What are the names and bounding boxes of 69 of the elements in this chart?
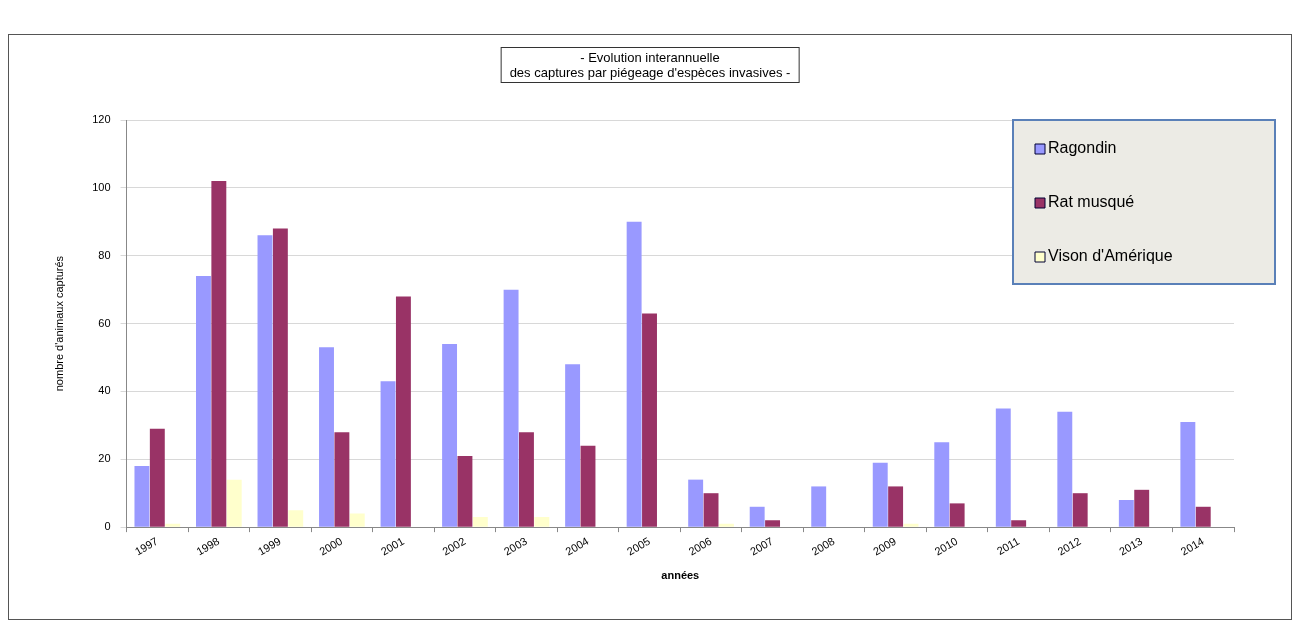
- bar: [688, 479, 704, 527]
- x-tick-label: 2009: [870, 534, 899, 558]
- bar: [196, 276, 211, 527]
- bar: [257, 235, 273, 527]
- x-tick-label: 1997: [132, 534, 160, 558]
- y-tick-label: 20: [98, 452, 111, 465]
- bar: [319, 347, 334, 527]
- x-tick-label: 2010: [932, 534, 960, 558]
- bar: [872, 462, 888, 527]
- x-tick-label: 2008: [809, 534, 837, 558]
- bar: [934, 442, 950, 527]
- x-tick-label: 2000: [317, 534, 345, 558]
- x-tick-label: 1998: [194, 534, 222, 558]
- bar: [334, 432, 350, 527]
- x-tick-label: 2001: [378, 534, 406, 558]
- bar: [1072, 493, 1088, 527]
- bar: [442, 343, 458, 527]
- bar: [472, 516, 488, 527]
- bar: [765, 520, 781, 527]
- bar: [349, 513, 365, 527]
- bar: [134, 466, 150, 527]
- bar: [995, 408, 1011, 527]
- bar: [165, 523, 181, 527]
- x-tick-label: 1999: [255, 534, 283, 558]
- x-tick-label: 2002: [440, 534, 468, 558]
- chart-title: - Evolution interannuelle des captures par piégeage d'espèces invasives -: [500, 47, 800, 83]
- bar: [949, 503, 965, 527]
- x-tick-label: 2003: [501, 534, 529, 558]
- x-axis-title: années: [661, 569, 700, 582]
- x-tick-label: 2013: [1117, 534, 1145, 558]
- bar: [811, 486, 827, 527]
- bar: [749, 506, 765, 527]
- y-tick-label: 80: [98, 248, 111, 261]
- bar: [534, 516, 550, 527]
- bar: [457, 455, 473, 527]
- y-tick-label: 60: [98, 316, 111, 329]
- bar: [149, 428, 165, 527]
- bar: [519, 432, 534, 527]
- bar: [1134, 489, 1150, 527]
- y-tick-label: 120: [92, 113, 111, 126]
- bar: [1180, 421, 1196, 527]
- bar: [718, 523, 734, 527]
- bar: [503, 289, 519, 527]
- bar: [1195, 506, 1211, 527]
- bar: [1057, 411, 1073, 527]
- bar: [580, 445, 596, 527]
- legend-label: Vison d'Amérique: [1048, 247, 1173, 265]
- y-tick-label: 0: [104, 520, 111, 533]
- bar: [642, 313, 657, 527]
- legend-label: Rat musqué: [1048, 193, 1135, 211]
- bar: [1011, 520, 1027, 527]
- bar: [626, 221, 642, 527]
- y-axis-title: nombre d'animaux capturés: [52, 255, 65, 392]
- x-tick-label: 2011: [994, 534, 1022, 558]
- bar: [272, 228, 288, 527]
- y-tick-label: 40: [98, 384, 111, 397]
- bar: [565, 364, 581, 527]
- y-tick-label: 100: [92, 180, 111, 193]
- bar: [380, 381, 396, 527]
- bar: [903, 523, 919, 527]
- bar: [703, 493, 719, 527]
- bar: [395, 296, 411, 527]
- bar: [211, 181, 227, 527]
- bar: [888, 486, 904, 527]
- bar: [226, 479, 242, 527]
- legend-label: Ragondin: [1048, 139, 1117, 157]
- bar: [288, 510, 304, 527]
- x-tick-label: 2012: [1055, 534, 1083, 558]
- bar: [1118, 499, 1134, 527]
